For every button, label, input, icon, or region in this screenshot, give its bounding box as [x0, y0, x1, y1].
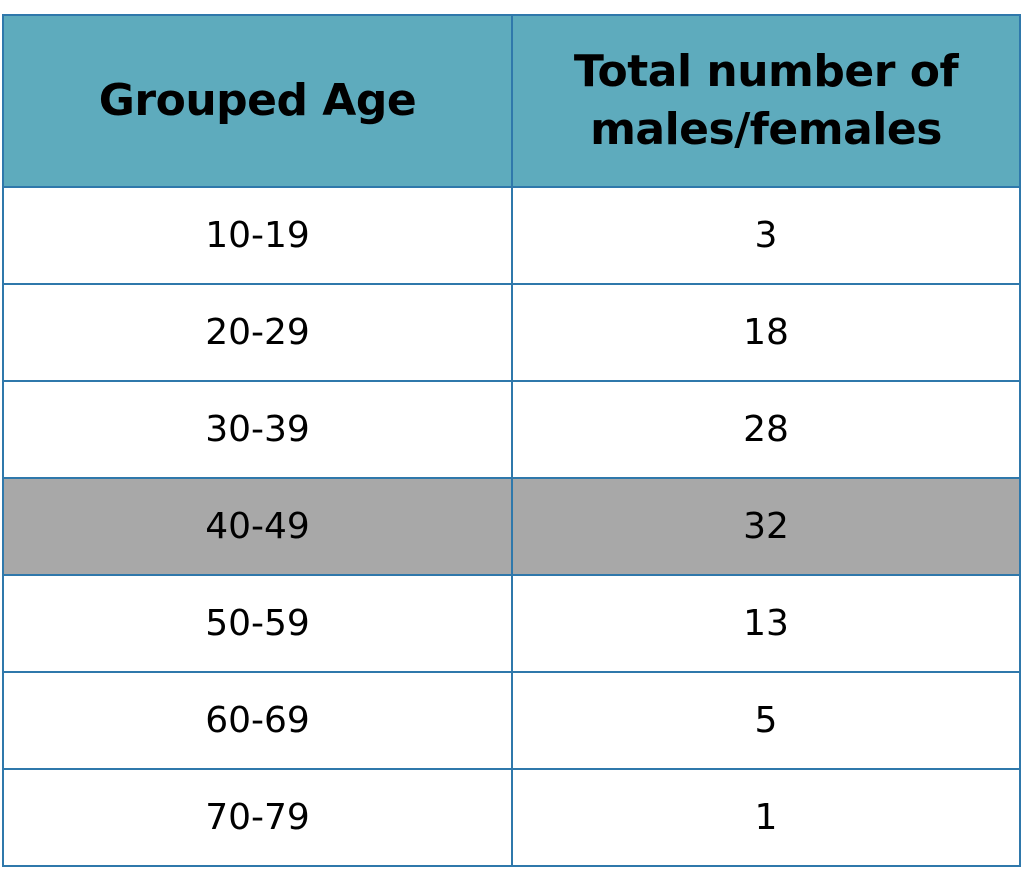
total-count-cell: 1 — [511, 768, 1021, 867]
table-row: 50-59 13 — [2, 574, 1021, 673]
table-row: 60-69 5 — [2, 671, 1021, 770]
table-row: 40-49 32 — [2, 477, 1021, 576]
total-count-cell: 5 — [511, 671, 1021, 770]
header-grouped-age: Grouped Age — [2, 14, 513, 188]
age-group-cell: 40-49 — [2, 477, 513, 576]
total-count-cell: 18 — [511, 283, 1021, 382]
table-row: 30-39 28 — [2, 380, 1021, 479]
table-body: 10-19 3 20-29 18 30-39 28 40-49 32 50-59 13 60-69 5… — [2, 186, 1021, 867]
age-distribution-table: Grouped Age Total number of males/female… — [2, 14, 1021, 867]
total-count-cell: 32 — [511, 477, 1021, 576]
age-group-cell: 20-29 — [2, 283, 513, 382]
total-count-cell: 3 — [511, 186, 1021, 285]
table-row: 20-29 18 — [2, 283, 1021, 382]
age-group-cell: 10-19 — [2, 186, 513, 285]
age-group-cell: 60-69 — [2, 671, 513, 770]
table-row: 70-79 1 — [2, 768, 1021, 867]
age-group-cell: 50-59 — [2, 574, 513, 673]
header-total-number: Total number of males/females — [511, 14, 1021, 188]
total-count-cell: 28 — [511, 380, 1021, 479]
age-group-cell: 30-39 — [2, 380, 513, 479]
age-group-cell: 70-79 — [2, 768, 513, 867]
total-count-cell: 13 — [511, 574, 1021, 673]
table-row: 10-19 3 — [2, 186, 1021, 285]
table-header-row: Grouped Age Total number of males/female… — [2, 14, 1021, 188]
